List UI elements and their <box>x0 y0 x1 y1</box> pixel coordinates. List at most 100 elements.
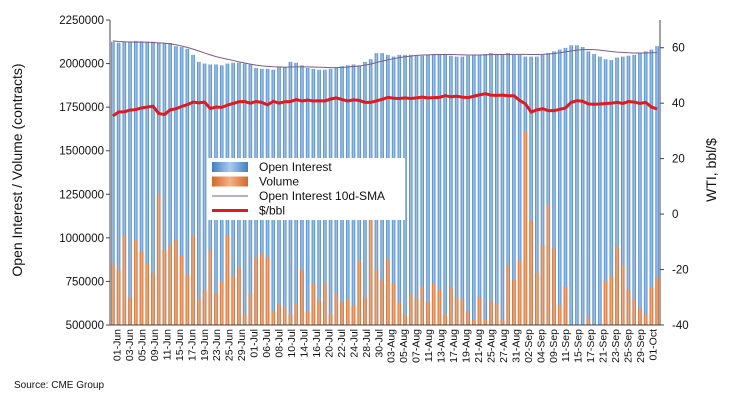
volume-bar <box>489 300 493 325</box>
volume-bar <box>615 246 619 325</box>
source-note: Source: CME Group <box>14 380 104 391</box>
open-interest-bar <box>185 48 190 325</box>
volume-bar <box>282 307 287 325</box>
open-interest-bar <box>162 43 167 325</box>
volume-bar <box>626 290 631 325</box>
volume-bar <box>477 297 482 325</box>
open-interest-bar <box>626 55 631 325</box>
volume-bars <box>111 131 659 325</box>
x-tick-label: 05-Jun <box>136 329 148 361</box>
x-tick-label: 17-Sep <box>585 329 597 363</box>
volume-bar <box>311 283 316 325</box>
volume-bar <box>237 267 241 325</box>
volume-bar <box>638 307 642 325</box>
volume-bar <box>139 251 144 325</box>
open-interest-bar <box>466 55 470 325</box>
volume-bar <box>552 248 556 325</box>
volume-bar <box>443 314 447 325</box>
x-tick-label: 04-Sep <box>535 329 547 363</box>
open-interest-bar <box>598 56 602 325</box>
x-tick-label: 11-Sep <box>560 329 572 362</box>
open-interest-bar <box>409 54 413 326</box>
y-axis-title-right: WTI, bbl/$ <box>703 138 719 202</box>
volume-bar <box>248 293 253 325</box>
volume-bar <box>323 283 327 325</box>
volume-bar <box>345 298 350 325</box>
open-interest-bar <box>592 53 596 326</box>
volume-bar <box>460 298 465 325</box>
volume-bar <box>643 314 648 325</box>
y-tick-label-left: 500000 <box>66 320 104 332</box>
volume-bar <box>449 286 453 325</box>
x-tick-label: 03-Jun <box>124 329 136 361</box>
volume-bar <box>214 293 218 325</box>
volume-bar <box>368 199 373 325</box>
y-tick-label-left: 1500000 <box>59 146 104 158</box>
volume-bar <box>185 274 190 325</box>
volume-bar <box>128 297 132 325</box>
open-interest-bar <box>494 53 499 326</box>
open-interest-bar <box>575 45 579 326</box>
volume-bar <box>260 253 264 325</box>
volume-bar <box>242 314 247 325</box>
x-tick-label: 22-Jul <box>336 329 348 358</box>
legend-swatch <box>212 176 248 187</box>
x-tick-label: 21-Sep <box>598 329 610 363</box>
y-tick-label-right: 0 <box>672 209 678 221</box>
y-tick-label-left: 2250000 <box>59 15 104 27</box>
volume-bar <box>386 258 390 325</box>
volume-bar <box>414 298 419 325</box>
y-tick-label-right: 60 <box>672 43 685 55</box>
volume-bar <box>380 279 384 325</box>
volume-bar <box>632 298 636 325</box>
open-interest-bar <box>156 42 161 325</box>
open-interest-bar <box>489 53 493 326</box>
open-interest-bar <box>134 40 138 325</box>
open-interest-bar <box>426 54 430 326</box>
volume-bar <box>340 302 344 325</box>
y-tick-label-right: -40 <box>672 320 689 332</box>
volume-bar <box>609 276 614 325</box>
volume-bar <box>294 304 298 325</box>
y-tick-label-left: 1000000 <box>59 233 104 245</box>
volume-bar <box>134 239 138 325</box>
price-line <box>112 92 658 118</box>
volume-bar <box>191 236 195 325</box>
volume-bar <box>334 293 339 325</box>
volume-bar <box>179 255 184 325</box>
open-interest-bar <box>116 42 121 325</box>
open-interest-bar <box>431 53 436 326</box>
volume-bar <box>116 269 121 325</box>
volume-bar <box>145 264 150 325</box>
volume-bar <box>328 314 333 325</box>
x-tick-label: 16-Jul <box>311 329 323 358</box>
volume-bar <box>265 257 270 325</box>
volume-bar <box>483 319 488 325</box>
x-tick-label: 11-Jun <box>161 329 173 360</box>
open-interest-bar <box>517 54 522 326</box>
volume-bar <box>363 297 367 325</box>
y-tick-label-left: 1250000 <box>59 189 104 201</box>
open-interest-bar <box>638 53 642 326</box>
x-tick-label: 23-Jun <box>211 329 223 361</box>
x-tick-label: 15-Sep <box>573 329 585 363</box>
volume-bar <box>271 311 276 325</box>
open-interest-bar <box>609 60 614 326</box>
volume-bar <box>151 272 155 325</box>
x-tick-label: 21-Aug <box>473 329 485 363</box>
volume-bar <box>277 304 281 325</box>
x-tick-label: 06-Jul <box>261 329 273 358</box>
x-tick-label: 05-Aug <box>398 329 410 363</box>
x-tick-label: 09-Jun <box>149 329 161 361</box>
volume-bar <box>466 311 470 325</box>
open-interest-bar <box>472 54 476 326</box>
x-tick-label: 14-Jul <box>298 329 310 358</box>
volume-bar <box>168 244 172 325</box>
open-interest-bar <box>620 56 625 325</box>
open-interest-bar <box>603 59 608 326</box>
volume-bar <box>374 269 379 325</box>
x-tick-label: 23-Sep <box>610 329 622 363</box>
volume-bar <box>563 286 568 325</box>
volume-bar <box>603 281 608 325</box>
